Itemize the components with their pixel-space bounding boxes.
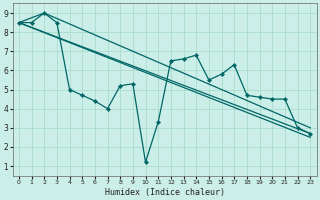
X-axis label: Humidex (Indice chaleur): Humidex (Indice chaleur) [105,188,225,197]
